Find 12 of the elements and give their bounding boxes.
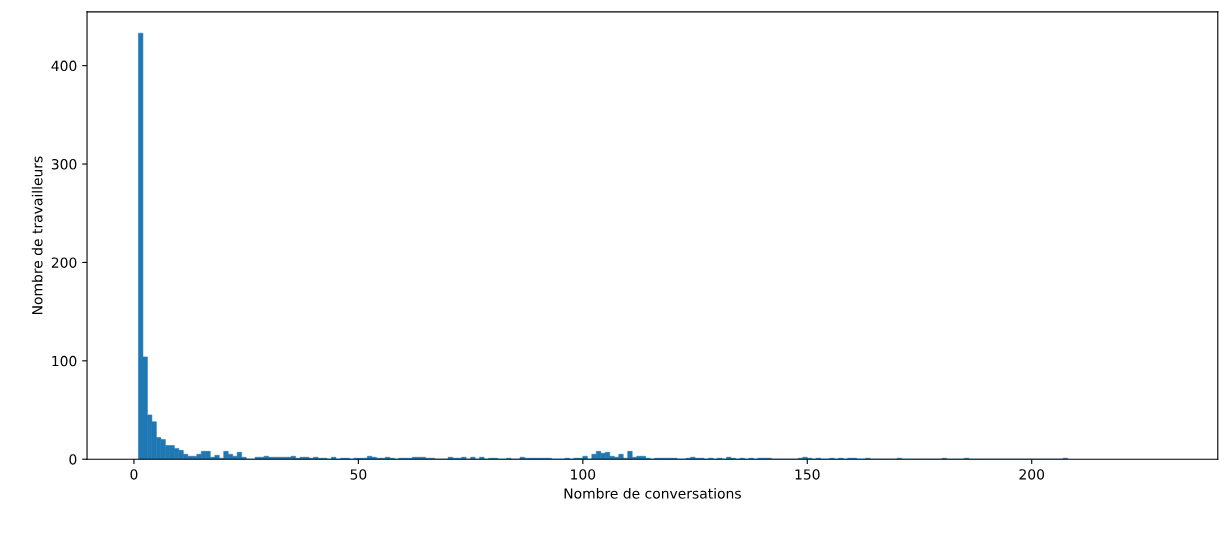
y-tick-label: 300 xyxy=(51,159,77,170)
x-tick-label: 0 xyxy=(130,469,138,480)
y-tick-label: 0 xyxy=(69,454,77,465)
x-tick-label: 50 xyxy=(350,469,367,480)
y-tick-label: 400 xyxy=(51,60,77,72)
x-tick-label: 100 xyxy=(571,469,596,480)
x-tick-label: 200 xyxy=(1019,469,1045,480)
y-tick-label: 100 xyxy=(52,355,77,367)
x-axis-title: Nombre de conversations xyxy=(564,487,741,499)
y-axis-title: Nombre de travailleurs xyxy=(31,156,43,314)
y-tick-label: 200 xyxy=(51,257,77,268)
x-tick-label: 150 xyxy=(795,469,820,480)
